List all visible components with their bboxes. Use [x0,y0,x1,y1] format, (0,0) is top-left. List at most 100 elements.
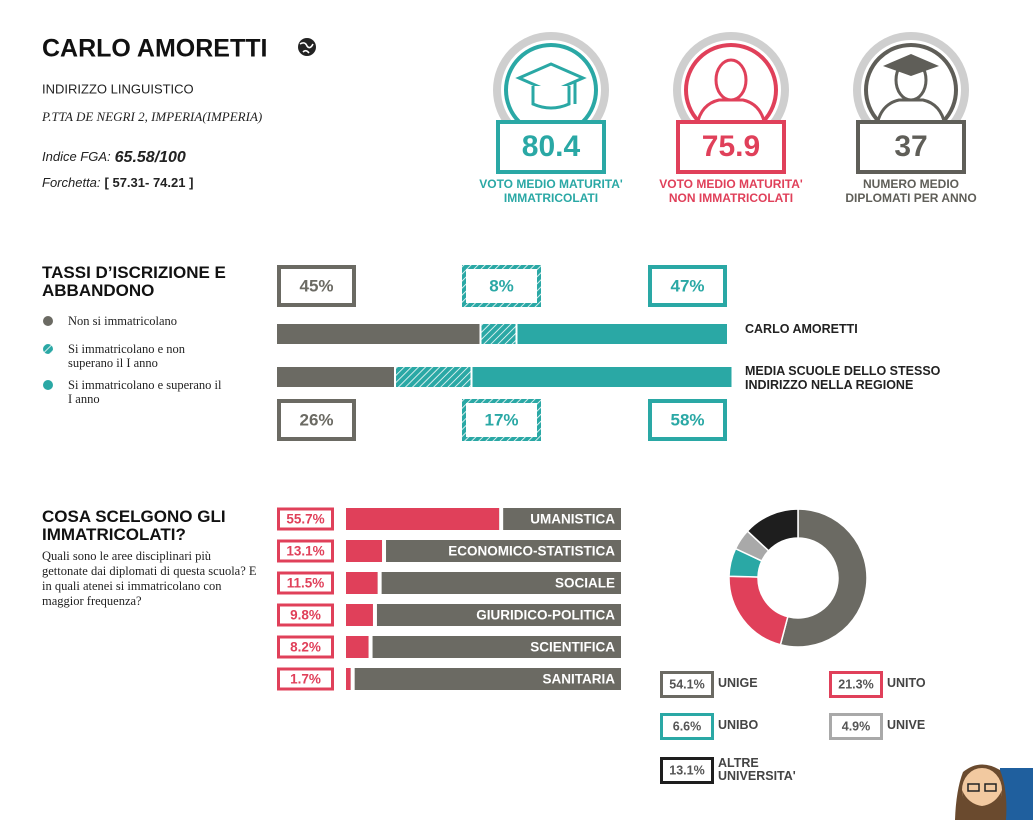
bar-track [346,572,621,594]
legend-label: UNITO [887,676,926,690]
legend-label: UNIVE [887,718,926,732]
value-label: 11.5% [287,576,325,591]
legend-label: UNIBO [718,718,759,732]
stat-label: IMMATRICOLATI [504,191,598,205]
legend-value: 54.1% [669,677,704,691]
stat-label: VOTO MEDIO MATURITA' [659,177,803,191]
category-label: SCIENTIFICA [530,640,615,655]
globe-icon[interactable] [298,38,316,56]
bar [346,604,373,626]
legend-label: Si immatricolano e superano il I anno [68,378,222,406]
value-box [277,667,334,691]
category-label: GIURIDICO-POLITICA [476,608,615,623]
legend-value: 21.3% [838,677,873,691]
stat-value: 75.9 [702,130,760,163]
value-label: 8% [489,276,514,295]
value-box [462,265,541,307]
category-label: SANITARIA [543,672,616,687]
pie-slice [779,508,868,648]
school-type: INDIRIZZO LINGUISTICO [42,81,194,96]
value-box [277,603,334,627]
legend-label: Non si immatricolano [68,314,178,328]
bar-segment [481,324,516,344]
stat-value: 37 [894,130,927,163]
legend-box [660,757,714,784]
value-box [648,265,727,307]
legend-label: UNIGE [718,676,758,690]
person-icon [875,98,947,126]
value-label: 1.7% [290,672,321,687]
value-label: 47% [670,276,704,295]
legend-box [829,713,883,740]
section-title: COSA SCELGONO GLI IMMATRICOLATI? [42,507,226,544]
legend-label: Si immatricolano e non superano il I ann… [68,342,185,370]
legend-value: 6.6% [673,719,702,733]
bar [346,540,383,562]
section-subtitle: Quali sono le aree disciplinari più gett… [42,549,257,608]
bar-segment [472,367,732,387]
avatar [955,764,1033,820]
bar-track [346,636,621,658]
pie-slice [728,575,789,646]
value-box [277,265,356,307]
value-box [462,399,541,441]
bar [346,572,378,594]
range-label: Forchetta: [42,175,101,190]
value-label: 17% [484,410,518,429]
legend-box [660,713,714,740]
legend-dot [43,380,53,390]
fga-label: Indice FGA: [42,149,111,164]
cap-icon [531,86,571,110]
bar [346,508,500,530]
bar [346,668,351,690]
stat-label: NON IMMATRICOLATI [669,191,793,205]
school-title: CARLO AMORETTI [42,35,267,63]
bar-segment [277,367,394,387]
fga-value: 65.58/100 [115,149,186,166]
range-value: [ 57.31- 74.21 ] [105,175,194,190]
value-label: 45% [299,276,333,295]
bar-track [346,668,621,690]
legend-dot [43,344,53,354]
person-icon [714,58,748,102]
stat-label: VOTO MEDIO MATURITA' [479,177,623,191]
bar-segment [277,324,480,344]
bar [346,636,369,658]
category-label: MEDIA SCUOLE DELLO STESSO INDIRIZZO NELL… [745,364,941,392]
bar-track [346,604,621,626]
value-label: 55.7% [286,512,324,527]
value-label: 13.1% [286,544,324,559]
stat-label: DIPLOMATI PER ANNO [845,191,976,205]
legend-box [829,671,883,698]
person-icon [695,98,767,126]
bar-track [346,540,621,562]
pie-slice [746,508,799,552]
value-label: 58% [670,410,704,429]
legend-label: ALTRE UNIVERSITA' [718,756,796,783]
value-label: 9.8% [290,608,321,623]
bar-segment [517,324,727,344]
value-box [648,399,727,441]
range-line: Forchetta: [ 57.31- 74.21 ] [42,175,193,190]
value-label: 8.2% [290,640,321,655]
legend-value: 13.1% [669,763,704,777]
value-box [277,571,334,595]
legend-box [660,671,714,698]
stat-box [856,120,966,174]
value-box [277,507,334,531]
category-label: CARLO AMORETTI [745,322,858,336]
category-label: UMANISTICA [530,512,615,527]
fga-line: Indice FGA: 65.58/100 [42,149,186,166]
legend-value: 4.9% [842,719,871,733]
bar-segment [396,367,471,387]
value-label: 26% [299,410,333,429]
stat-box [496,120,606,174]
stat-label: NUMERO MEDIO [863,177,959,191]
category-label: SOCIALE [555,576,615,591]
address: P.TTA DE NEGRI 2, IMPERIA(IMPERIA) [41,109,262,124]
category-label: ECONOMICO-STATISTICA [448,544,615,559]
value-box [277,399,356,441]
value-box [277,635,334,659]
stat-box [676,120,786,174]
